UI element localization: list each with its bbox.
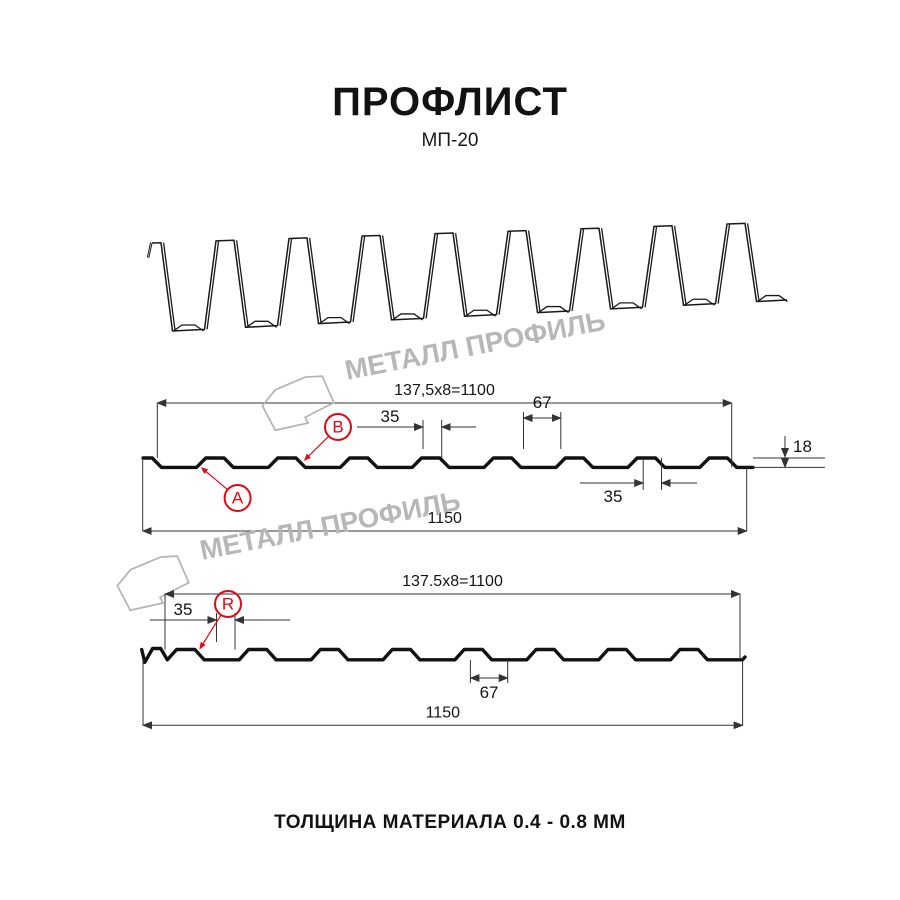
svg-text:R: R — [222, 595, 234, 614]
svg-text:67: 67 — [480, 683, 499, 702]
svg-text:МЕТАЛЛ ПРОФИЛЬ: МЕТАЛЛ ПРОФИЛЬ — [342, 305, 608, 386]
svg-text:35: 35 — [174, 600, 193, 619]
svg-text:67: 67 — [533, 393, 552, 412]
svg-text:35: 35 — [381, 407, 400, 426]
svg-text:1150: 1150 — [426, 704, 461, 721]
svg-text:18: 18 — [793, 437, 812, 456]
svg-text:137.5x8=1100: 137.5x8=1100 — [402, 573, 503, 590]
svg-text:B: B — [332, 418, 343, 437]
svg-text:35: 35 — [604, 487, 623, 506]
svg-text:A: A — [232, 489, 244, 508]
svg-text:137,5x8=1100: 137,5x8=1100 — [394, 382, 495, 399]
